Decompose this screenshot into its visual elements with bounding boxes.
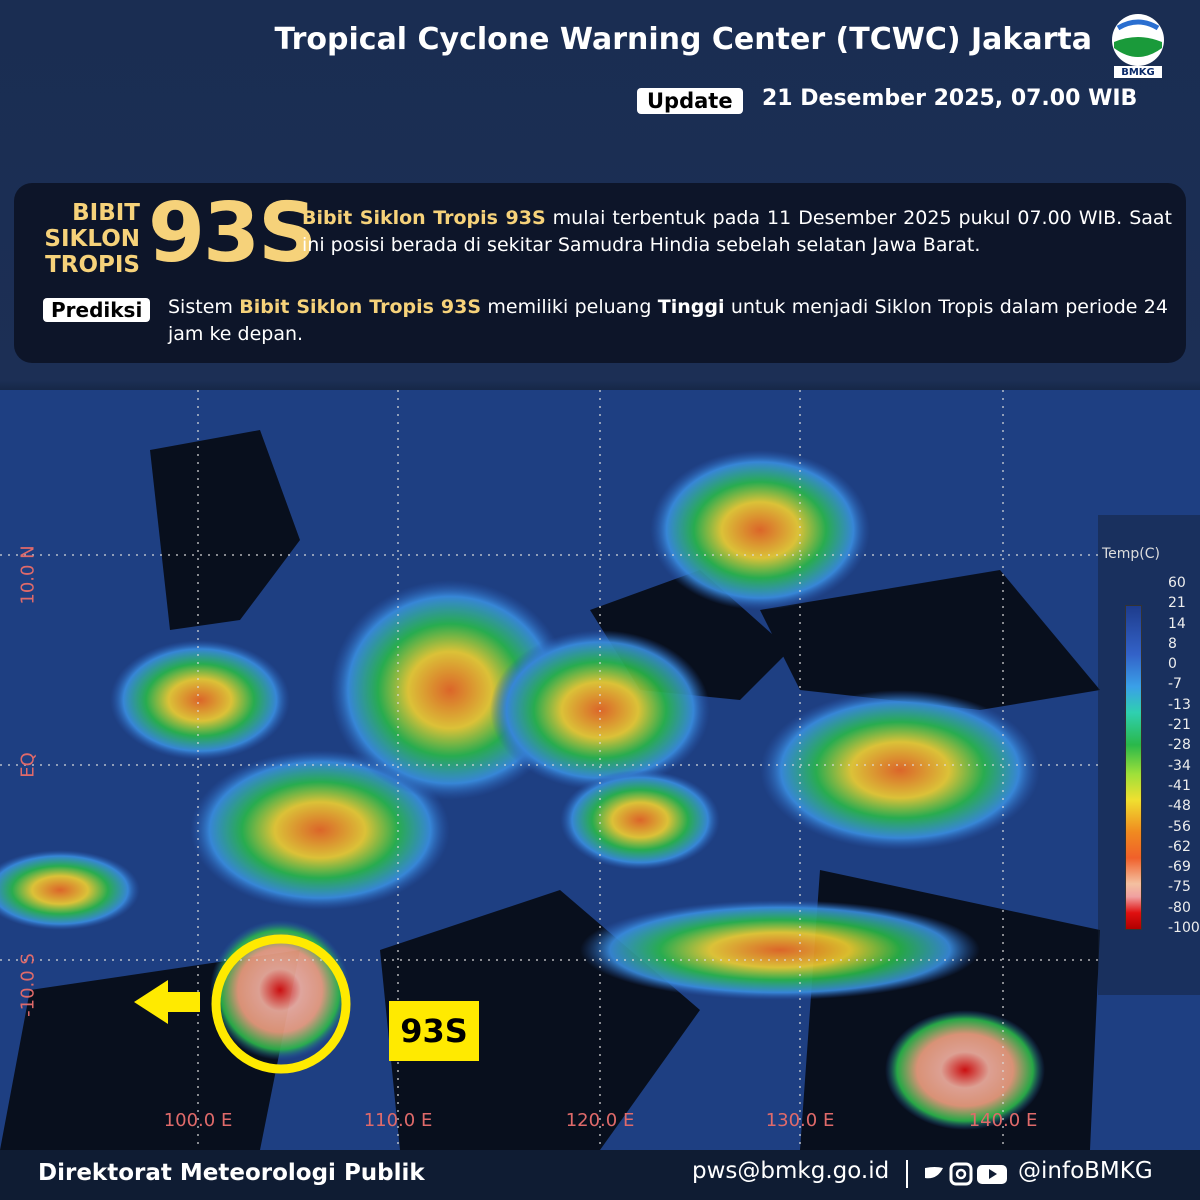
colorbar-tick: -69: [1168, 859, 1191, 876]
lon-label: 120.0 E: [565, 1110, 635, 1131]
colorbar-tick: 21: [1168, 595, 1186, 612]
colorbar-tick: 8: [1168, 635, 1177, 652]
text-run: Tinggi: [657, 296, 725, 318]
logo: BMKG: [1112, 14, 1164, 78]
text-run: mulai terbentuk pada 11 Desember 2025 pu…: [302, 207, 1172, 256]
text-run: Bibit Siklon Tropis 93S: [239, 296, 482, 318]
prediction: Sistem Bibit Siklon Tropis 93S memiliki …: [168, 294, 1168, 348]
satellite-map: [0, 390, 1200, 1150]
system-code: 93S: [148, 186, 317, 281]
colorbar-title: Temp(C): [1102, 546, 1161, 562]
colorbar-tick: -28: [1168, 737, 1191, 754]
lat-label: EQ: [17, 752, 39, 778]
update-date: 21 Desember 2025, 07.00 WIB: [762, 86, 1138, 111]
badge-line: TROPIS: [45, 252, 140, 278]
lat-label: -10.0 S: [17, 953, 39, 1017]
colorbar-tick: -75: [1168, 879, 1191, 896]
colorbar-tick: -7: [1168, 676, 1182, 693]
update-label: Update: [637, 88, 743, 114]
social-handle: @infoBMKG: [1018, 1158, 1153, 1184]
badge-line: SIKLON: [44, 226, 140, 252]
lon-label: 140.0 E: [968, 1110, 1038, 1131]
email: pws@bmkg.go.id: [692, 1158, 890, 1184]
lat-label: 10.0 N: [17, 545, 39, 605]
storm-label: 93S: [389, 1001, 479, 1061]
colorbar-tick: 0: [1168, 656, 1177, 673]
lon-label: 100.0 E: [163, 1110, 233, 1131]
badge-line: BIBIT: [72, 200, 140, 226]
colorbar-tick: -56: [1168, 818, 1191, 835]
colorbar: [1125, 605, 1142, 930]
text-run: Sistem: [168, 296, 240, 318]
colorbar-box: [1098, 515, 1200, 995]
colorbar-tick: 14: [1168, 615, 1186, 632]
lon-label: 130.0 E: [765, 1110, 835, 1131]
colorbar-tick: -34: [1168, 757, 1191, 774]
logo-text: BMKG: [1121, 67, 1155, 78]
info-panel: [14, 183, 1186, 363]
text-run: Bibit Siklon Tropis 93S: [302, 207, 546, 229]
lon-label: 110.0 E: [363, 1110, 433, 1131]
badge: BIBIT SIKLON TROPIS: [40, 200, 140, 278]
colorbar-tick: -48: [1168, 798, 1191, 815]
text-run: untuk menjadi Siklon Tropis dalam period…: [168, 296, 1168, 345]
colorbar-tick: -21: [1168, 717, 1191, 734]
colorbar-tick: -62: [1168, 838, 1191, 855]
text-run: memiliki peluang: [481, 296, 658, 318]
colorbar-tick: -80: [1168, 899, 1191, 916]
colorbar-tick: 60: [1168, 575, 1186, 591]
description: Bibit Siklon Tropis 93S mulai terbentuk …: [302, 205, 1172, 259]
social-icons: [906, 1160, 1007, 1188]
prediction-label: Prediksi: [43, 298, 151, 322]
colorbar-tick: -100: [1168, 920, 1200, 936]
organization: Direktorat Meteorologi Publik: [38, 1160, 425, 1186]
colorbar-tick: -41: [1168, 777, 1191, 794]
title: Tropical Cyclone Warning Center (TCWC) J…: [274, 22, 1092, 57]
colorbar-tick: -13: [1168, 696, 1191, 713]
